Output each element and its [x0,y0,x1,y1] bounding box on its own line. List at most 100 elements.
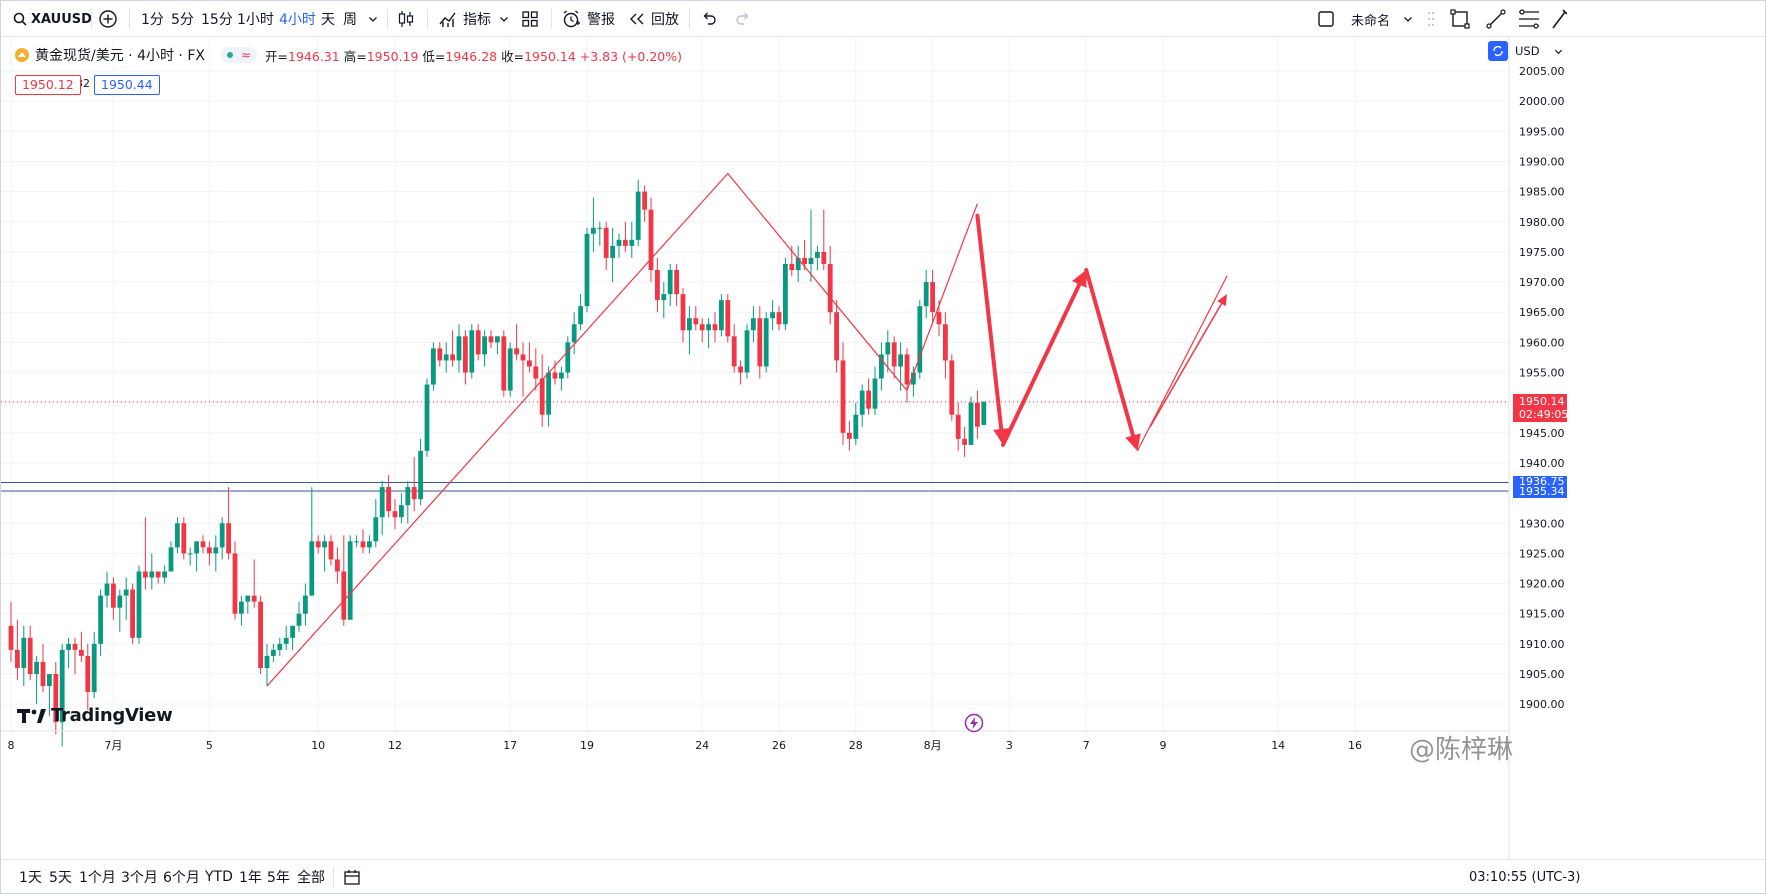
candle-body [482,336,487,355]
candle-body [373,517,379,542]
interval-1d[interactable]: 天 [321,12,335,28]
candle-body [770,312,775,319]
layout-name-button[interactable]: 未命名 [1351,13,1391,29]
candle-body [59,649,65,723]
candle [955,402,961,451]
candle [706,318,711,349]
interval-1h[interactable]: 1小时 [237,12,274,28]
range-3m[interactable]: 3个月 [121,870,158,886]
dots-icon [1427,10,1435,28]
clock-timezone[interactable]: 03:10:55 (UTC-3) [1469,869,1581,885]
candle-body [776,312,782,325]
candle-body [143,571,148,578]
candle [40,643,46,693]
candle [776,306,782,331]
rectangle-tool-button[interactable] [1449,1,1471,37]
time-tick-label: 8月 [924,739,942,752]
compare-symbol-button[interactable] [98,1,118,37]
candle-body [834,312,839,361]
interval-dropdown[interactable] [368,1,378,37]
candle [399,493,404,524]
range-6m[interactable]: 6个月 [163,870,200,886]
candle-body [712,324,718,331]
redo-icon [735,12,751,26]
interval-1w[interactable]: 周 [343,12,357,28]
arrow-head [1125,433,1141,451]
candle-body [187,553,193,555]
chart-type-button[interactable] [397,1,415,37]
arrow [975,213,1010,445]
candle-body [8,625,14,650]
time-tick-label: 10 [311,739,325,752]
indicators-dropdown[interactable] [499,1,509,37]
trendline-tool-button[interactable] [1485,1,1507,37]
buy-price-box[interactable]: 1950.44 [94,75,160,95]
templates-button[interactable] [521,1,539,37]
candle-body [795,257,801,270]
high-label: 高 [343,48,357,64]
undo-button[interactable] [701,1,717,37]
goto-date-button[interactable] [343,860,361,893]
candle-body [859,390,865,415]
range-1y[interactable]: 1年 [239,870,262,886]
interval-1m[interactable]: 1分 [141,12,164,28]
gold-coin-icon[interactable] [15,48,29,62]
fib-tool-button[interactable] [1517,1,1541,37]
range-1m[interactable]: 1个月 [79,870,116,886]
brush-tool-button[interactable] [1551,1,1567,37]
candle-body [418,450,423,500]
low-value: 1946.28 [445,48,498,64]
candle-body [405,487,411,506]
layout-toggle-button[interactable] [1317,1,1335,37]
symbol-title[interactable]: 黄金现货/美元 · 4小时 · FX [35,48,205,64]
candle-body [207,547,212,554]
time-tick-label: 17 [503,739,517,752]
layout-dropdown[interactable] [1403,1,1413,37]
range-1d[interactable]: 1天 [19,870,42,886]
hline2-price-label: 1935.34 [1513,485,1567,498]
candle-body [904,354,910,385]
auto-scale-button[interactable] [1488,41,1508,61]
range-all[interactable]: 全部 [297,870,325,886]
range-ytd[interactable]: YTD [205,869,233,885]
candle-body [168,547,174,572]
candle [219,517,225,560]
candle-body [898,354,903,367]
market-status-badge[interactable]: ≈ [220,47,258,63]
currency-selector[interactable]: USD [1515,41,1563,61]
range-5y[interactable]: 5年 [267,870,290,886]
tradingview-logo[interactable]: TradingView [17,705,173,726]
interval-4h[interactable]: 4小时 [279,12,316,28]
candle [904,348,910,403]
candle-body [213,547,219,554]
chart-legend: 黄金现货/美元 · 4小时 · FX ≈ 开=1946.31 高=1950.19… [15,43,682,67]
redo-button[interactable] [735,1,751,37]
candle [181,517,187,560]
indicators-button[interactable]: 指标 [439,1,491,37]
interval-15m[interactable]: 15分 [201,12,233,28]
candle [443,342,449,373]
bar-countdown: 02:49:05 [1519,408,1569,421]
candle-body [431,348,436,385]
candle [47,674,52,717]
candle-body [194,541,199,554]
interval-5m[interactable]: 5分 [171,12,194,28]
replay-button[interactable]: 回放 [629,1,679,37]
candle-body [399,505,404,518]
chart-pane[interactable]: 2005.00 2000.00 1995.00 1990.00 1985.00 1980.… [1,37,1765,859]
time-tick-label: 12 [388,739,402,752]
drag-handle[interactable] [1427,1,1435,37]
candles [8,179,987,747]
candle-body [968,402,974,445]
alert-button[interactable]: 警报 [561,1,615,37]
range-5d[interactable]: 5天 [49,870,72,886]
alert-label: 警报 [587,12,615,28]
lightning-icon[interactable] [964,713,984,733]
candle [975,390,980,439]
sell-price-box[interactable]: 1950.12 [15,75,81,95]
candle-body [648,209,654,270]
symbol-search-button[interactable]: XAUUSD [13,1,92,37]
candle-body [271,649,276,656]
price-tick-label: 1930.00 [1519,517,1565,530]
candle-body [533,366,539,379]
